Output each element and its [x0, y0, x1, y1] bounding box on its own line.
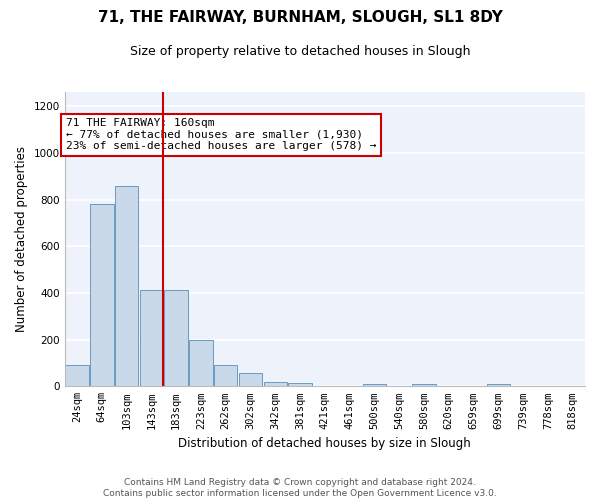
Bar — [487, 384, 510, 386]
Bar — [90, 204, 113, 386]
Text: 71, THE FAIRWAY, BURNHAM, SLOUGH, SL1 8DY: 71, THE FAIRWAY, BURNHAM, SLOUGH, SL1 8D… — [98, 10, 502, 25]
Bar — [239, 374, 262, 386]
Text: 71 THE FAIRWAY: 160sqm
← 77% of detached houses are smaller (1,930)
23% of semi-: 71 THE FAIRWAY: 160sqm ← 77% of detached… — [66, 118, 376, 152]
Text: Size of property relative to detached houses in Slough: Size of property relative to detached ho… — [130, 45, 470, 58]
Bar — [140, 290, 163, 386]
Bar — [214, 366, 238, 386]
X-axis label: Distribution of detached houses by size in Slough: Distribution of detached houses by size … — [178, 437, 471, 450]
Bar — [412, 384, 436, 386]
Bar — [189, 340, 213, 386]
Bar — [115, 186, 139, 386]
Bar — [164, 290, 188, 386]
Text: Contains HM Land Registry data © Crown copyright and database right 2024.
Contai: Contains HM Land Registry data © Crown c… — [103, 478, 497, 498]
Y-axis label: Number of detached properties: Number of detached properties — [15, 146, 28, 332]
Bar — [288, 383, 312, 386]
Bar — [362, 384, 386, 386]
Bar — [263, 382, 287, 386]
Bar — [65, 366, 89, 386]
